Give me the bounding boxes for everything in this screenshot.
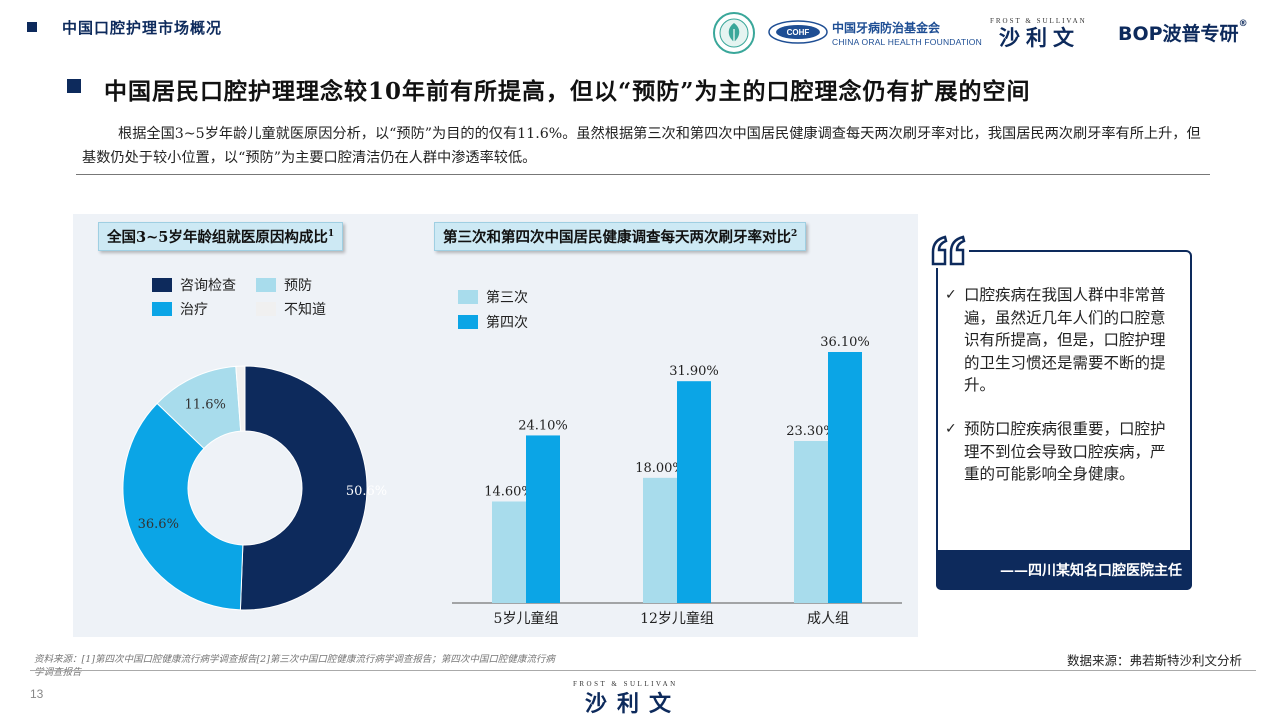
bop-logo-text: BOP波普专研 [1118, 23, 1239, 45]
quote-text-0: 口腔疾病在我国人群中非常普遍，虽然近几年人们的口腔意识有所提高，但是，口腔护理的… [964, 286, 1166, 394]
pie-legend-swatch-0 [152, 278, 172, 292]
quote-item-1: ✓ 预防口腔疾病很重要，口腔护理不到位会导致口腔疾病，严重的可能影响全身健康。 [945, 418, 1174, 486]
pie-legend-label-3: 不知道 [284, 302, 326, 318]
cohf-name-en: CHINA ORAL HEALTH FOUNDATION [832, 37, 982, 47]
pie-slice-3 [235, 365, 246, 432]
data-source: 数据来源：弗若斯特沙利文分析 [1067, 653, 1243, 668]
check-icon: ✓ [945, 421, 957, 437]
quote-mark-icon [929, 234, 969, 268]
bar-0-1 [526, 435, 560, 603]
bar-legend-label-1: 第四次 [486, 315, 528, 331]
frost-sullivan-logo: 沙利文 [999, 26, 1080, 50]
pie-legend-item-3: 不知道 [256, 299, 326, 319]
pie-legend-label-0: 咨询检查 [180, 278, 236, 294]
pie-slice-0 [239, 365, 368, 611]
pie-chart-title-sup: 1 [327, 229, 335, 240]
cohf-name-cn: 中国牙病防治基金会 [832, 21, 941, 35]
footer-frost-sullivan-logo: 沙利文 [585, 692, 682, 717]
intro-text: 根据全国3~5岁年龄儿童就医原因分析，以“预防”为目的的仅有11.6%。虽然根据… [82, 126, 1201, 166]
bar-chart-title-text: 第三次和第四次中国居民健康调查每天两次刷牙率对比 [443, 229, 791, 246]
bar-label-0-1: 24.10% [518, 418, 568, 433]
bar-1-1 [677, 381, 711, 603]
quote-attribution: ——四川某知名口腔医院主任 [936, 550, 1192, 590]
bar-label-1-1: 31.90% [669, 364, 719, 379]
bar-chart-title-sup: 2 [791, 229, 798, 240]
bar-category-1: 12岁儿童组 [640, 610, 714, 627]
section-title: 中国口腔护理市场概况 [62, 19, 223, 37]
section-marker [27, 22, 37, 32]
bar-chart-title: 第三次和第四次中国居民健康调查每天两次刷牙率对比2 [434, 222, 807, 251]
pie-legend-item-0: 咨询检查 [152, 275, 236, 295]
intro-paragraph: 根据全国3~5岁年龄儿童就医原因分析，以“预防”为目的的仅有11.6%。虽然根据… [82, 122, 1202, 170]
pie-label-1: 36.6% [138, 517, 179, 532]
cohf-logo-icon: COHF [768, 20, 828, 44]
bar-2-0 [794, 440, 828, 603]
frost-sullivan-wordmark: FROST & SULLIVAN [990, 17, 1087, 25]
pie-legend-label-1: 治疗 [180, 302, 208, 318]
quote-text-1: 预防口腔疾病很重要，口腔护理不到位会导致口腔疾病，严重的可能影响全身健康。 [964, 420, 1166, 483]
pie-chart-title: 全国3~5岁年龄组就医原因构成比1 [98, 222, 344, 251]
bar-legend-swatch-0 [458, 290, 478, 304]
bar-label-2-0: 23.30% [786, 424, 836, 439]
bar-2-1 [828, 352, 862, 603]
intro-divider [76, 174, 1210, 175]
pie-legend-label-2: 预防 [284, 278, 312, 294]
pie-label-0: 50.6% [346, 484, 387, 499]
cohf-abbr: COHF [787, 28, 810, 37]
bar-legend-label-0: 第三次 [486, 290, 528, 306]
pie-legend-swatch-2 [256, 278, 276, 292]
pie-label-2: 11.6% [185, 397, 226, 412]
title-marker [67, 79, 81, 93]
bop-registered-mark: ® [1238, 19, 1248, 29]
check-icon: ✓ [945, 287, 957, 303]
pie-legend-swatch-3 [256, 302, 276, 316]
bar-label-2-1: 36.10% [820, 335, 870, 350]
pie-legend-item-2: 预防 [256, 275, 312, 295]
footer-divider [30, 670, 1256, 671]
bar-category-2: 成人组 [807, 611, 849, 627]
footnote-sources: 资料来源：[1]第四次中国口腔健康流行病学调查报告[2]第三次中国口腔健康流行病… [34, 654, 555, 678]
pie-chart-title-text: 全国3~5岁年龄组就医原因构成比 [107, 229, 328, 246]
quote-item-0: ✓ 口腔疾病在我国人群中非常普遍，虽然近几年人们的口腔意识有所提高，但是，口腔护理… [945, 284, 1174, 397]
footer-frost-sullivan-wordmark: FROST & SULLIVAN [573, 680, 678, 688]
page-number: 13 [30, 687, 44, 701]
bar-1-0 [643, 477, 677, 603]
pie-legend-item-1: 治疗 [152, 299, 208, 319]
pie-slice-1 [122, 402, 244, 611]
bar-label-1-0: 18.00% [635, 461, 685, 476]
bar-0-0 [492, 501, 526, 603]
pie-legend-swatch-1 [152, 302, 172, 316]
bar-legend-swatch-1 [458, 315, 478, 329]
bar-legend-item-0: 第三次 [458, 287, 528, 307]
bar-label-0-0: 14.60% [484, 484, 534, 499]
page-title: 中国居民口腔护理理念较10年前有所提高，但以“预防”为主的口腔理念仍有扩展的空间 [104, 78, 1031, 105]
bar-category-0: 5岁儿童组 [494, 610, 559, 627]
seal-logo-icon [713, 12, 755, 54]
bar-legend-item-1: 第四次 [458, 312, 528, 332]
bop-logo: BOP波普专研® [1118, 19, 1248, 46]
